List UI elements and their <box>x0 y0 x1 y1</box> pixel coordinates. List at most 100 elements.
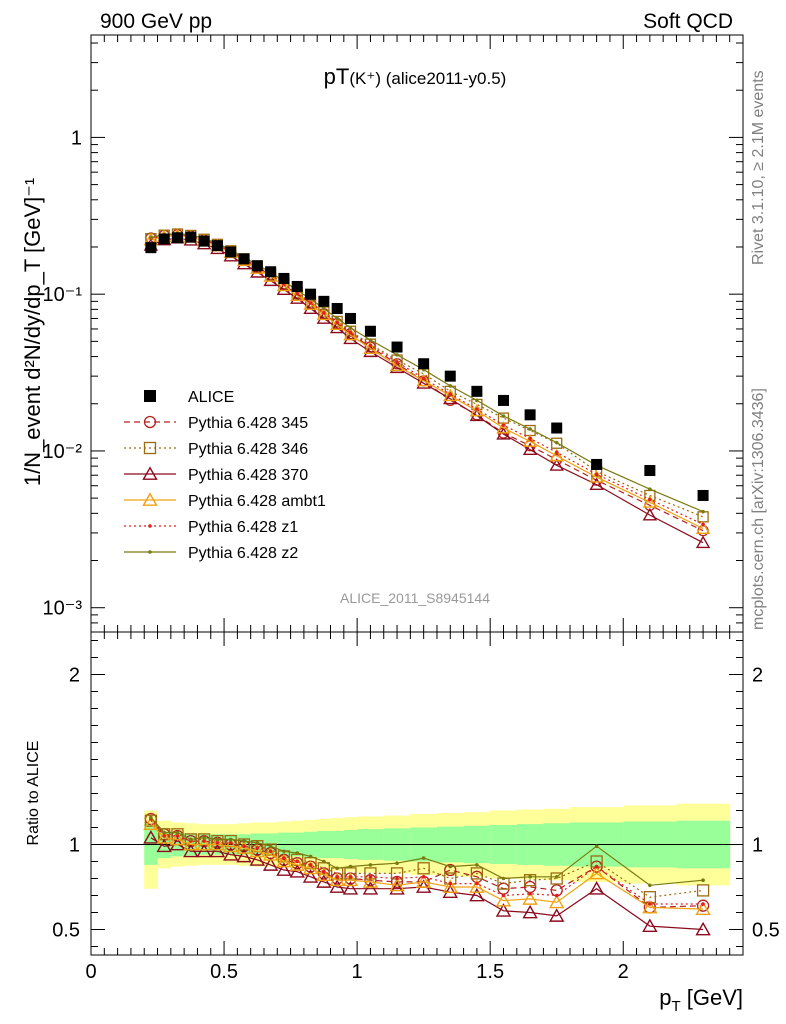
main-point-pythia-6-428-z2 <box>348 326 353 330</box>
legend-marker <box>143 441 157 455</box>
ratio-point-pythia-6-428-370 <box>156 838 172 853</box>
main-point-pythia-6-428-370 <box>695 535 711 549</box>
main-point-alice <box>305 288 317 300</box>
x-tick-label: 0.5 <box>210 961 238 983</box>
ratio-point-pythia-6-428-ambt1 <box>209 836 226 851</box>
ratio-point-pythia-6-428-346 <box>417 862 430 875</box>
x-tick-label: 1 <box>352 961 363 983</box>
main-point-pythia-6-428-z1 <box>475 407 479 411</box>
ratio-point-pythia-6-428-z1 <box>368 875 373 879</box>
main-point-pythia-6-428-346 <box>551 437 563 449</box>
main-ticks <box>90 35 744 633</box>
ratio-point-pythia-6-428-370 <box>389 881 405 895</box>
ratio-point-pythia-6-428-z2 <box>421 856 426 860</box>
ratio-point-pythia-6-428-370 <box>695 921 711 936</box>
main-point-alice <box>211 240 223 252</box>
legend-marker <box>148 550 152 554</box>
ratio-point-pythia-6-428-z2 <box>242 839 246 843</box>
ratio-point-pythia-6-428-346 <box>364 867 377 880</box>
main-point-pythia-6-428-370 <box>263 273 278 287</box>
ratio-point-pythia-6-428-370 <box>522 904 538 919</box>
main-point-pythia-6-428-ambt1 <box>443 388 458 402</box>
main-y-tick-label: 1 <box>71 127 82 149</box>
main-point-pythia-6-428-z2 <box>501 414 506 418</box>
ratio-ticks <box>90 632 744 955</box>
ratio-point-pythia-6-428-z2 <box>368 863 373 867</box>
main-point-pythia-6-428-ambt1 <box>642 495 658 508</box>
ratio-point-pythia-6-428-370 <box>143 830 159 844</box>
main-point-pythia-6-428-z1 <box>648 497 652 502</box>
main-point-pythia-6-428-ambt1 <box>276 278 292 292</box>
main-point-pythia-6-428-z1 <box>295 291 300 296</box>
main-point-pythia-6-428-370 <box>250 265 265 278</box>
legend-label: Pythia 6.428 345 <box>188 415 308 432</box>
ratio-point-pythia-6-428-ambt1 <box>495 892 512 907</box>
ratio-point-pythia-6-428-370 <box>642 918 658 933</box>
ratio-point-pythia-6-428-ambt1 <box>262 847 279 861</box>
main-point-alice <box>524 409 536 421</box>
x-tick-label: 1.5 <box>476 961 504 983</box>
ratio-point-pythia-6-428-z2 <box>188 837 193 842</box>
ratio-point-pythia-6-428-z2 <box>255 841 260 845</box>
main-point-pythia-6-428-z2 <box>701 509 705 514</box>
main-point-alice <box>418 358 430 370</box>
ratio-point-pythia-6-428-ambt1 <box>183 836 199 851</box>
ratio-data-marks <box>143 812 711 936</box>
main-point-alice <box>278 272 290 284</box>
ratio-point-pythia-6-428-z1 <box>528 892 532 896</box>
ratio-point-pythia-6-428-z1 <box>242 844 246 848</box>
ratio-point-pythia-6-428-ambt1 <box>289 857 305 871</box>
legend-marker <box>143 415 157 429</box>
ratio-point-pythia-6-428-ambt1 <box>362 874 379 888</box>
ratio-point-pythia-6-428-370 <box>469 887 485 902</box>
ratio-point-pythia-6-428-ambt1 <box>415 874 432 888</box>
ratio-point-pythia-6-428-ambt1 <box>695 901 711 916</box>
ratio-y-axis-label: Ratio to ALICE <box>25 741 42 846</box>
ratio-point-pythia-6-428-346 <box>696 884 710 897</box>
ratio-point-pythia-6-428-z1 <box>335 875 339 879</box>
legend-item-pythia-6-428-z2: Pythia 6.428 z2 <box>124 545 298 562</box>
main-point-alice <box>145 242 157 254</box>
ratio-point-pythia-6-428-370 <box>302 869 319 883</box>
main-point-alice <box>697 489 709 501</box>
main-point-pythia-6-428-ambt1 <box>389 358 405 372</box>
main-point-pythia-6-428-z1 <box>701 522 705 527</box>
ratio-point-pythia-6-428-346 <box>523 874 537 887</box>
main-frame <box>90 34 744 633</box>
main-point-alice <box>238 253 250 265</box>
ratio-point-pythia-6-428-ambt1 <box>156 830 172 844</box>
main-point-pythia-6-428-370 <box>496 426 511 440</box>
ratio-point-pythia-6-428-370 <box>342 881 359 895</box>
ratio-point-pythia-6-428-z1 <box>282 856 286 860</box>
ratio-point-pythia-6-428-ambt1 <box>223 838 239 853</box>
legend-marker <box>142 466 158 480</box>
main-point-pythia-6-428-z1 <box>554 450 559 455</box>
ratio-point-pythia-6-428-z2 <box>554 875 559 879</box>
main-point-pythia-6-428-ambt1 <box>329 317 345 331</box>
main-point-alice <box>391 341 403 353</box>
main-point-pythia-6-428-z1 <box>335 320 339 325</box>
legend-item-pythia-6-428-ambt1: Pythia 6.428 ambt1 <box>124 492 326 510</box>
ratio-y-tick-label-right: 2 <box>752 665 763 687</box>
ratio-point-pythia-6-428-z1 <box>475 881 479 886</box>
main-point-pythia-6-428-370 <box>343 331 358 345</box>
legend-label: Pythia 6.428 ambt1 <box>188 493 326 510</box>
main-point-pythia-6-428-z1 <box>308 301 313 305</box>
main-point-pythia-6-428-z2 <box>554 440 559 445</box>
main-point-pythia-6-428-370 <box>443 391 458 405</box>
main-point-pythia-6-428-z1 <box>368 343 373 348</box>
main-point-alice <box>318 295 330 307</box>
main-point-pythia-6-428-370 <box>549 458 564 471</box>
main-point-alice <box>185 231 197 243</box>
ratio-point-pythia-6-428-z1 <box>421 875 426 879</box>
ratio-point-pythia-6-428-z2 <box>295 851 300 855</box>
ratio-point-pythia-6-428-346 <box>470 867 484 880</box>
main-point-pythia-6-428-z2 <box>149 235 153 240</box>
ratio-point-pythia-6-428-370 <box>495 903 512 917</box>
ratio-point-pythia-6-428-ambt1 <box>169 831 186 846</box>
ratio-point-pythia-6-428-z2 <box>202 835 206 840</box>
ratio-point-pythia-6-428-370 <box>276 862 292 876</box>
main-point-pythia-6-428-z2 <box>528 427 532 431</box>
ratio-point-pythia-6-428-z1 <box>701 902 705 906</box>
ratio-point-pythia-6-428-ambt1 <box>642 899 658 914</box>
